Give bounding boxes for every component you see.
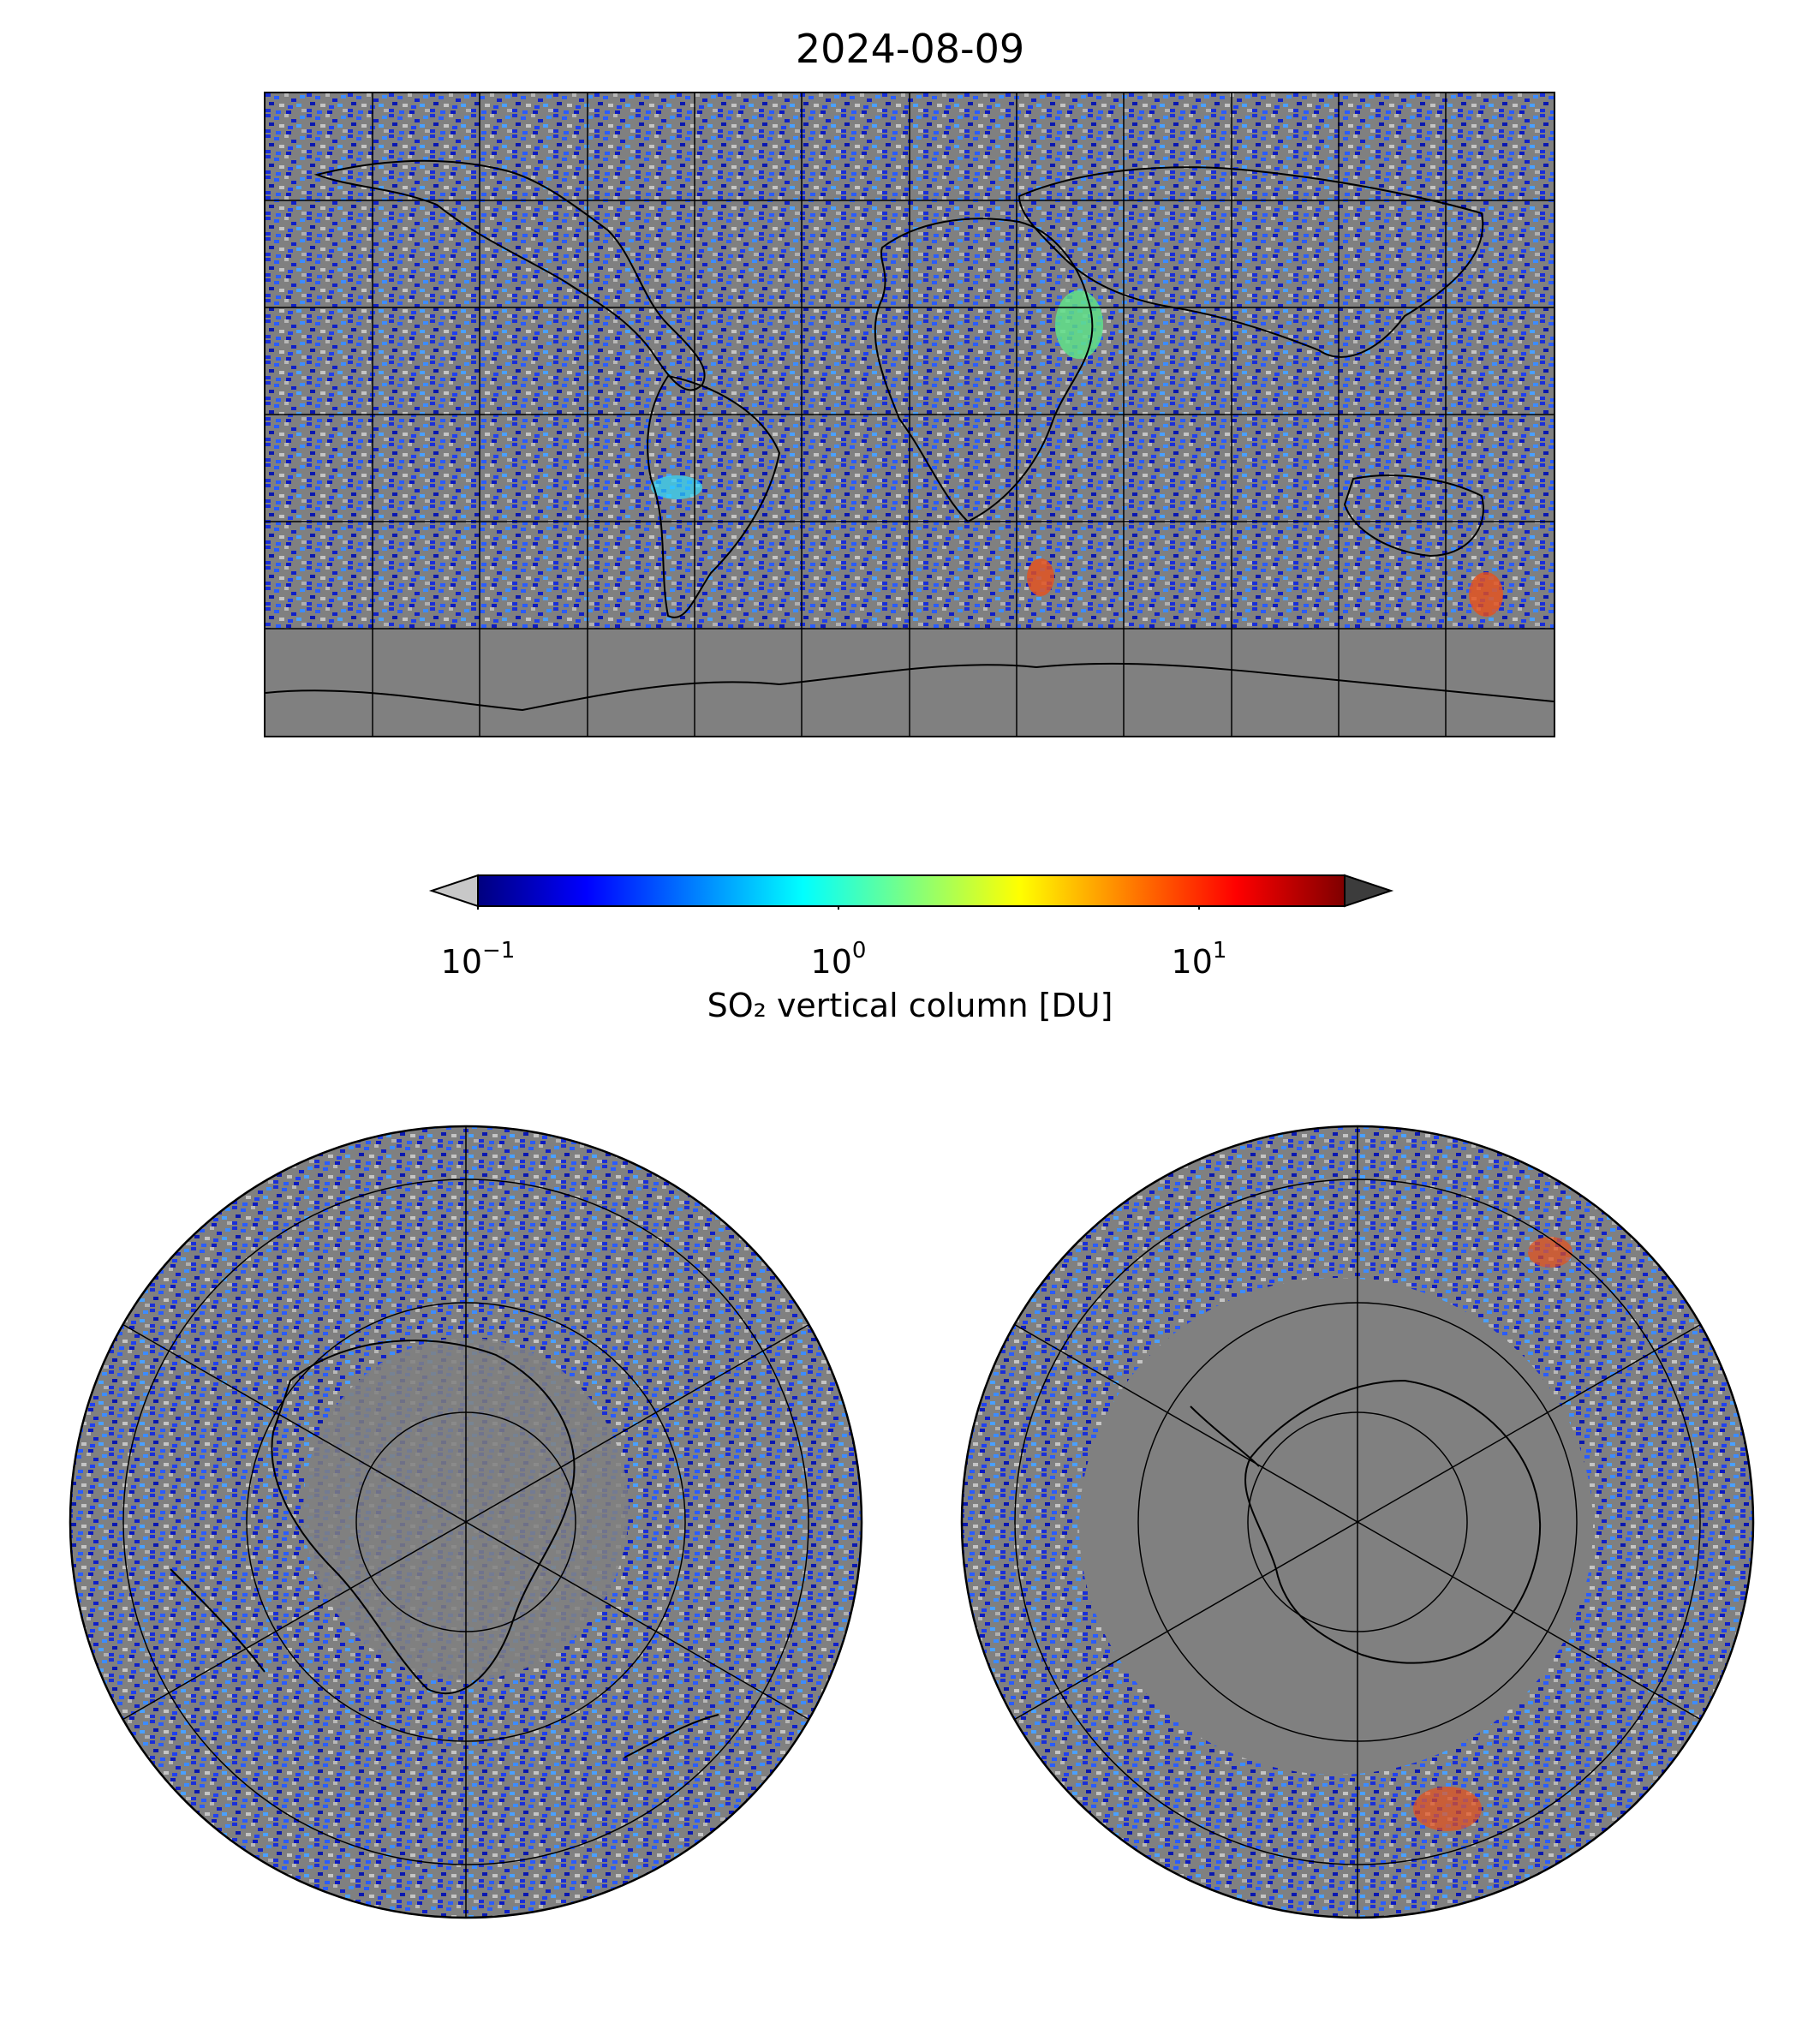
colorbar-label: SO₂ vertical column [DU] xyxy=(707,987,1113,1024)
so2-plume xyxy=(651,475,702,499)
so2-plume xyxy=(1528,1237,1572,1268)
colorbar xyxy=(428,872,1396,910)
so2-plume xyxy=(1413,1787,1482,1831)
coastlines xyxy=(266,159,1554,712)
so2-plume xyxy=(1469,572,1503,617)
colorbar-graphic xyxy=(428,874,1394,910)
colorbar-under-extend xyxy=(428,874,479,908)
map-boundary xyxy=(69,1125,863,1919)
south-polar-canvas xyxy=(960,1125,1755,1919)
gridlines xyxy=(1011,1126,1704,1918)
so2-plume xyxy=(1055,290,1103,359)
colorbar-ticks xyxy=(477,906,1200,910)
south-polar-map xyxy=(959,1124,1756,1920)
gridlines xyxy=(120,1126,812,1918)
coastlines xyxy=(170,1340,719,1758)
global-map xyxy=(264,92,1555,737)
north-polar-map xyxy=(68,1124,864,1920)
colorbar-gradient xyxy=(477,874,1346,907)
north-polar-canvas xyxy=(69,1125,863,1919)
gridlines xyxy=(266,93,1554,736)
colorbar-over-extend xyxy=(1344,874,1394,908)
coastlines xyxy=(1190,1379,1542,1664)
global-map-canvas xyxy=(266,93,1554,736)
colorbar-tick-label: 100 xyxy=(810,938,867,981)
no-data-region xyxy=(1079,1278,1593,1775)
colorbar-tick-label: 10−1 xyxy=(440,938,516,981)
map-boundary xyxy=(960,1125,1755,1919)
figure-title: 2024-08-09 xyxy=(795,26,1025,72)
so2-plume xyxy=(1027,558,1054,596)
colorbar-tick-label: 101 xyxy=(1171,938,1227,981)
